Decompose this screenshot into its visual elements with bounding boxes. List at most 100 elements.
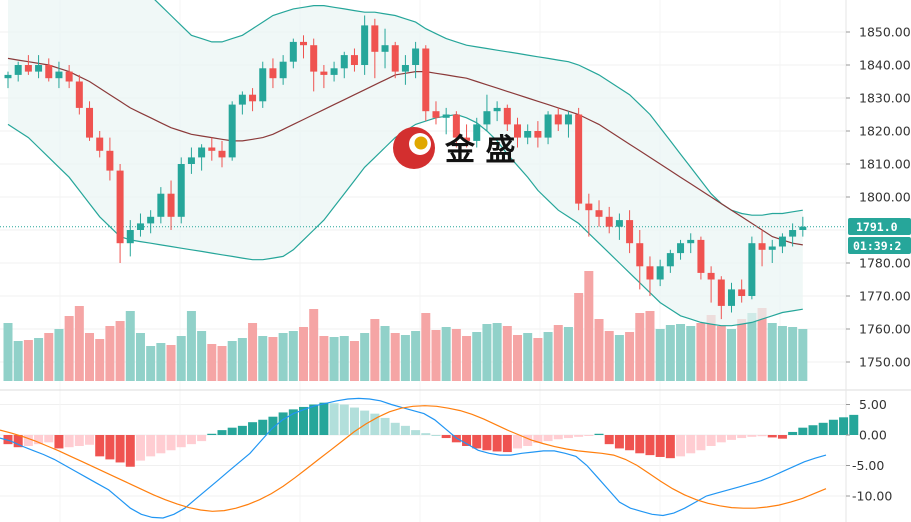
macd-histogram-bar (217, 430, 227, 435)
candle-body (371, 25, 379, 52)
macd-histogram-bar (645, 435, 655, 456)
candle-body (198, 147, 206, 158)
macd-histogram-bar (34, 435, 44, 445)
candle-body (55, 71, 63, 79)
volume-bar (360, 333, 370, 381)
macd-histogram-bar (319, 402, 329, 435)
macd-histogram-bar (543, 435, 553, 442)
macd-histogram-bar (625, 435, 635, 451)
candle-body (350, 55, 358, 65)
volume-bar (44, 333, 54, 381)
candle-body (595, 210, 603, 217)
volume-bar (655, 329, 665, 381)
macd-axis: 5.00 0.00 -5.00 -10.00 (846, 397, 892, 504)
volume-bar (380, 326, 390, 381)
candle-body (412, 48, 420, 65)
price-tick-label: 1830.00 (859, 91, 911, 106)
candle-body (738, 289, 746, 296)
volume-bar (686, 326, 696, 381)
macd-histogram-bar (594, 433, 604, 435)
candle-body (167, 193, 175, 217)
macd-histogram-bar (227, 427, 237, 435)
macd-histogram-bar (3, 435, 13, 445)
macd-histogram-bar (135, 435, 145, 461)
price-tick-label: 1840.00 (859, 58, 911, 73)
macd-histogram-bar (533, 435, 543, 443)
macd-histogram-bar (798, 427, 808, 435)
macd-histogram-bar (513, 435, 522, 449)
candle-body (75, 81, 83, 108)
macd-histogram-bar (574, 435, 584, 437)
candle-body (554, 114, 562, 125)
volume-bar (390, 333, 400, 381)
bollinger-fill (8, 0, 803, 326)
candle-body (717, 279, 725, 306)
candle-body (300, 41, 308, 46)
volume-bar (115, 321, 125, 381)
macd-histogram-bar (299, 406, 309, 435)
volume-bar (747, 313, 757, 381)
candle-body (269, 68, 277, 79)
candle-body (789, 230, 797, 237)
macd-histogram-bar (757, 435, 767, 437)
macd-histogram-bar (288, 409, 298, 435)
macd-histogram-bar (54, 435, 64, 449)
volume-bar (329, 337, 339, 381)
volume-bar (105, 326, 115, 381)
candle-body (361, 25, 369, 65)
volume-bar (197, 331, 207, 381)
candle-body (177, 164, 185, 217)
macd-tick-label: -5.00 (852, 458, 884, 473)
macd-histogram-bar (482, 435, 492, 451)
macd-histogram-bar (441, 435, 451, 439)
volume-bar (563, 327, 573, 381)
macd-histogram-bar (146, 435, 156, 457)
candle-body (442, 114, 450, 118)
macd-histogram-bar (370, 413, 380, 435)
volume-bar (248, 323, 258, 381)
candle-body (259, 68, 267, 102)
macd-histogram-bar (726, 435, 736, 440)
volume-bar (23, 340, 33, 381)
candlesticks (4, 15, 807, 320)
macd-histogram-bar (125, 435, 135, 467)
macd-histogram-bar (604, 435, 614, 445)
candle-body (799, 226, 807, 230)
volume-bar (237, 338, 247, 381)
macd-histogram-bar (676, 435, 686, 457)
volume-bar (635, 313, 645, 381)
macd-histogram-bar (839, 417, 849, 435)
volume-bar (309, 309, 319, 381)
watermark: 金 盛 (393, 127, 515, 169)
volume-bar (676, 324, 686, 381)
last-price-label: 1791.0 (856, 220, 898, 234)
macd-histogram-bar (268, 416, 278, 435)
price-tick-label: 1760.00 (859, 322, 911, 337)
macd-histogram-bar (339, 404, 349, 435)
macd-histogram-bar (349, 407, 359, 435)
macd-histogram-bar (186, 435, 196, 445)
macd-histogram-bar (400, 425, 410, 435)
macd-histogram-bar (665, 435, 675, 459)
macd-histogram-bar (706, 435, 716, 446)
macd-histogram-bar (563, 435, 573, 439)
candle-body (381, 45, 389, 52)
candle-body (544, 114, 552, 138)
candle-body (473, 124, 481, 141)
macd-histogram-bar (502, 435, 512, 453)
volume-bar (146, 346, 156, 381)
candle-body (483, 111, 491, 125)
volume-bar (788, 327, 798, 381)
volume-bar (227, 341, 237, 381)
candle-body (656, 266, 664, 280)
candle-body (666, 253, 674, 267)
candle-body (514, 124, 521, 138)
candle-body (585, 203, 593, 211)
volume-bar (482, 324, 492, 381)
countdown-label: 01:39:2 (853, 239, 901, 253)
candle-body (391, 45, 399, 72)
macd-histogram-bar (614, 435, 624, 449)
volume-bar (54, 329, 64, 381)
candle-body (432, 111, 440, 118)
